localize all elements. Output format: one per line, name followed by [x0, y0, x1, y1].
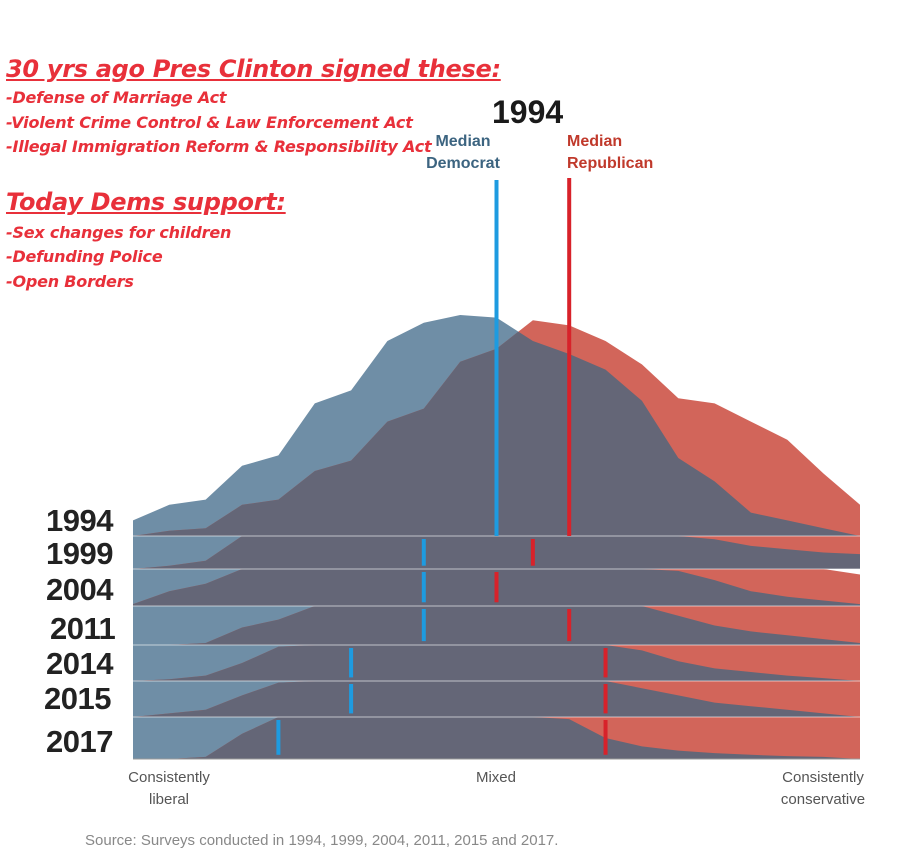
- median-democrat-label: Median Democrat: [426, 133, 500, 172]
- year-band-2017: [133, 716, 860, 759]
- x-tick-liberal: Consistently liberal: [109, 767, 229, 811]
- source-note: Source: Surveys conducted in 1994, 1999,…: [85, 832, 559, 849]
- x-tick-conservative-text: Consistently conservative: [780, 769, 866, 808]
- caption-act-item: -Defense of Marriage Act: [6, 88, 227, 107]
- overlap-area: [133, 536, 860, 569]
- year-label: 2011: [50, 611, 116, 646]
- year-label: 2004: [46, 572, 113, 607]
- year-label: 1994: [46, 503, 113, 538]
- caption-position-item: -Open Borders: [6, 272, 134, 291]
- caption-position-item: -Sex changes for children: [6, 223, 232, 242]
- chart-title-year: 1994: [492, 94, 564, 130]
- median-lines: [276, 178, 608, 755]
- caption-act-item: -Violent Crime Control & Law Enforcement…: [6, 113, 413, 132]
- caption-act-item: -Illegal Immigration Reform & Responsibi…: [6, 137, 432, 156]
- x-tick-liberal-text: Consistently liberal: [128, 769, 210, 808]
- year-band-2011: [133, 605, 860, 645]
- x-tick-conservative: Consistently conservative: [758, 767, 888, 811]
- year-band-2015: [133, 680, 860, 717]
- x-tick-mixed: Mixed: [475, 769, 516, 786]
- year-band-1999: [133, 535, 860, 569]
- caption-title-today: Today Dems support:: [6, 188, 286, 216]
- year-label: 2014: [46, 646, 113, 681]
- caption-position-item: -Defunding Police: [6, 247, 163, 266]
- year-label: 2015: [44, 681, 111, 716]
- year-label: 1999: [46, 536, 113, 571]
- year-label: 2017: [46, 724, 113, 759]
- median-republican-label: Median Republican: [567, 133, 654, 172]
- caption-title-past: 30 yrs ago Pres Clinton signed these:: [6, 55, 501, 83]
- year-band-2014: [133, 644, 860, 681]
